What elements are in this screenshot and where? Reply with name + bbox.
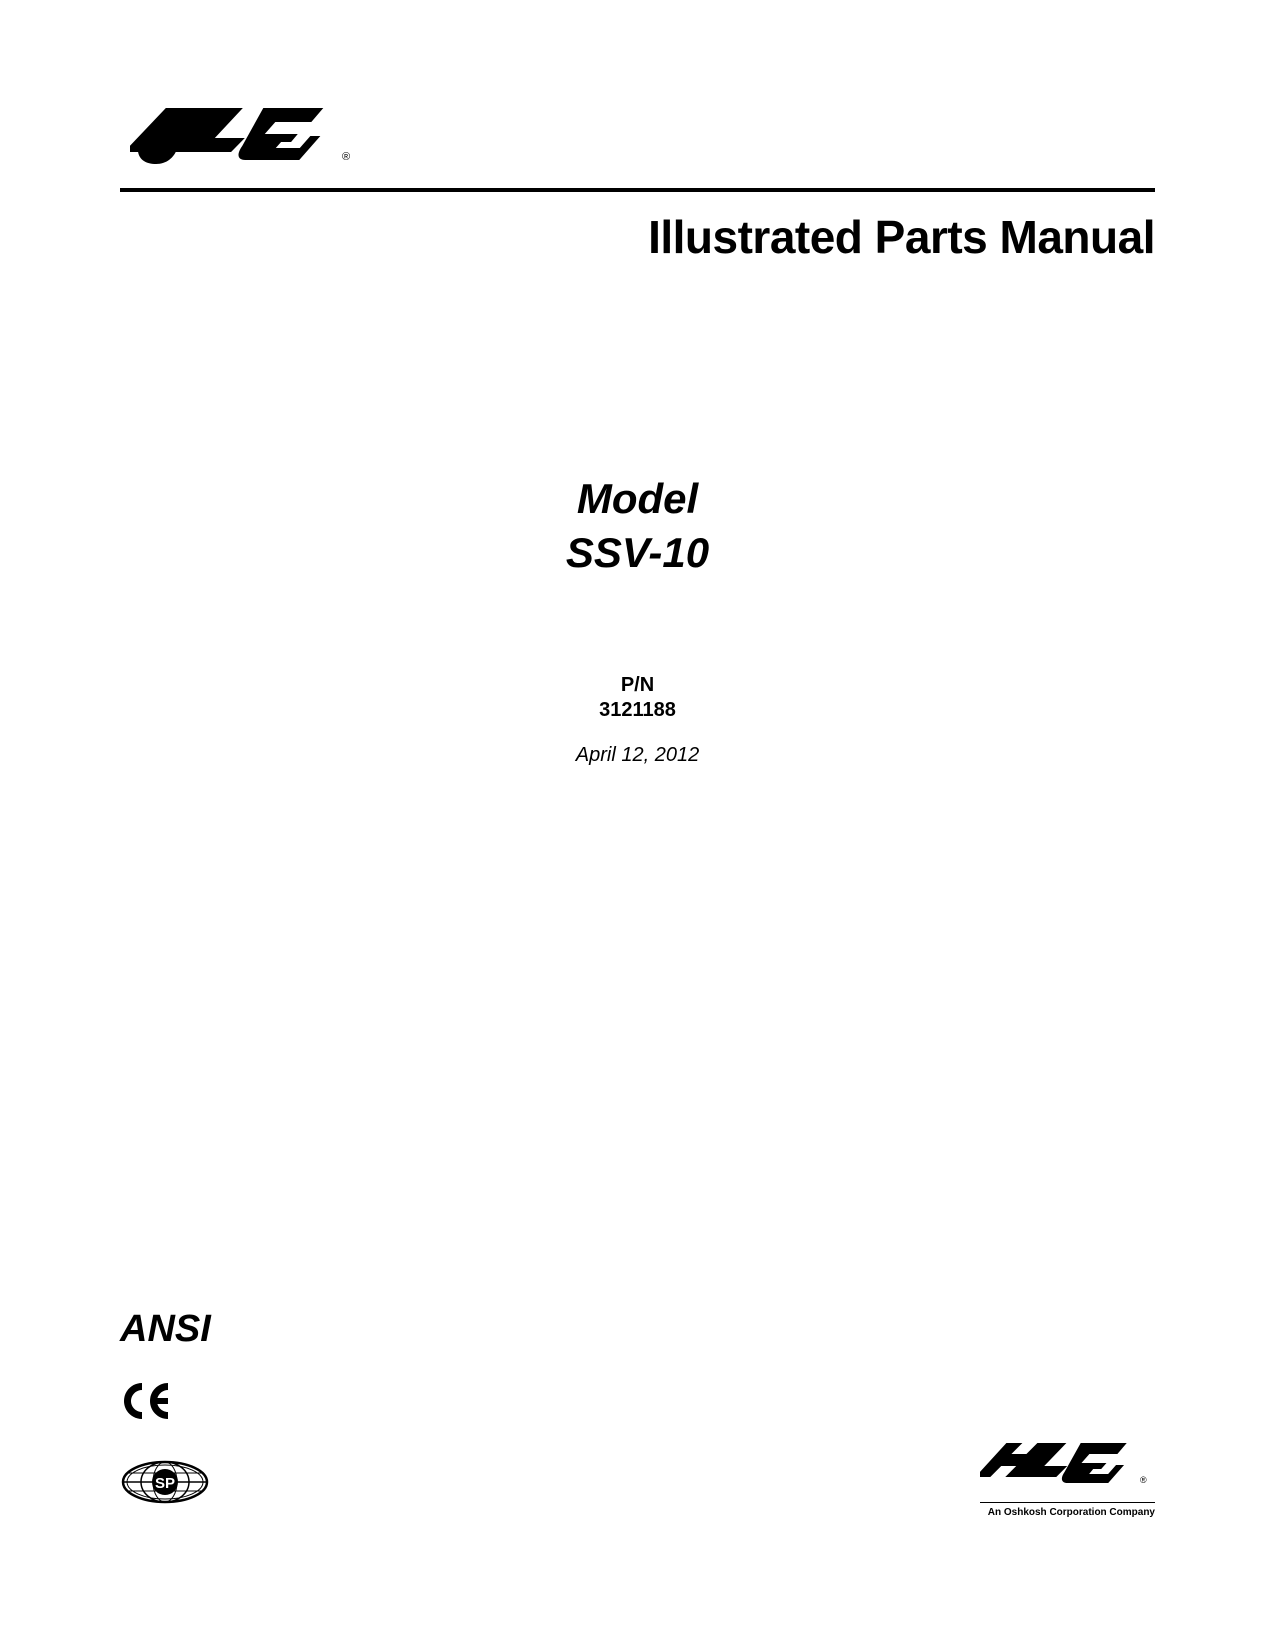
model-section: Model SSV-10 (120, 474, 1155, 579)
date-text: April 12, 2012 (120, 744, 1155, 767)
csa-logo-icon: SP (120, 1459, 210, 1510)
svg-text:®: ® (1140, 1475, 1147, 1485)
company-tagline: An Oshkosh Corporation Company (980, 1507, 1155, 1518)
header-section: ® Illustrated Parts Manual (120, 100, 1155, 264)
pn-number: 3121188 (120, 699, 1155, 722)
model-number: SSV-10 (120, 528, 1155, 578)
ce-mark-icon (120, 1379, 1155, 1435)
jlg-logo-top: ® (130, 100, 1155, 180)
manual-title: Illustrated Parts Manual (120, 210, 1155, 264)
ansi-label: ANSI (120, 1308, 1155, 1351)
pn-label: P/N (120, 674, 1155, 697)
header-divider (120, 188, 1155, 192)
model-label: Model (120, 474, 1155, 524)
footer-section: ANSI SP ® (120, 1308, 1155, 1510)
part-number-section: P/N 3121188 April 12, 2012 (120, 674, 1155, 767)
jlg-logo-bottom: ® An Oshkosh Corporation Company (980, 1437, 1155, 1518)
svg-text:SP: SP (155, 1475, 175, 1492)
svg-text:®: ® (342, 151, 350, 163)
